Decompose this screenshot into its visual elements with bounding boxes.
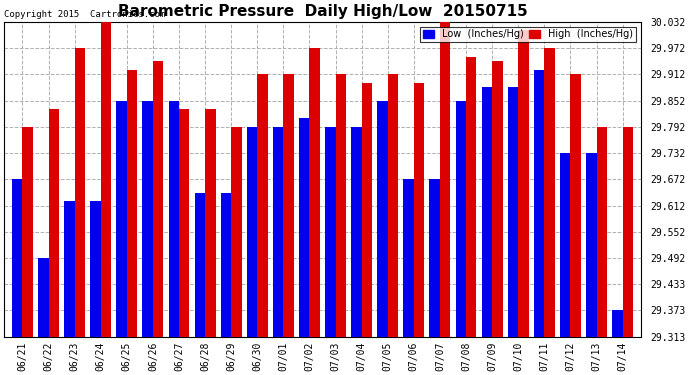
Bar [414, 83, 424, 337]
Bar [101, 22, 111, 337]
Text: Copyright 2015  Cartronics.com: Copyright 2015 Cartronics.com [4, 10, 166, 19]
Bar [127, 70, 137, 337]
Title: Barometric Pressure  Daily High/Low  20150715: Barometric Pressure Daily High/Low 20150… [117, 4, 527, 19]
Bar [622, 127, 633, 337]
Bar [362, 83, 372, 337]
Bar [560, 153, 571, 337]
Bar [571, 74, 581, 337]
Bar [335, 74, 346, 337]
Bar [586, 153, 596, 337]
Bar [23, 127, 33, 337]
Bar [257, 74, 268, 337]
Bar [429, 179, 440, 337]
Bar [12, 179, 23, 337]
Bar [231, 127, 241, 337]
Bar [179, 109, 190, 337]
Bar [508, 87, 518, 337]
Bar [64, 201, 75, 337]
Bar [273, 127, 284, 337]
Bar [492, 61, 502, 337]
Bar [221, 192, 231, 337]
Bar [544, 48, 555, 337]
Bar [455, 100, 466, 337]
Bar [90, 201, 101, 337]
Bar [48, 109, 59, 337]
Bar [351, 127, 362, 337]
Bar [404, 179, 414, 337]
Bar [38, 258, 48, 337]
Legend: Low  (Inches/Hg), High  (Inches/Hg): Low (Inches/Hg), High (Inches/Hg) [420, 27, 636, 42]
Bar [205, 109, 215, 337]
Bar [388, 74, 398, 337]
Bar [284, 74, 294, 337]
Bar [596, 127, 607, 337]
Bar [466, 57, 477, 337]
Bar [299, 118, 310, 337]
Bar [153, 61, 164, 337]
Bar [142, 100, 153, 337]
Bar [75, 48, 85, 337]
Bar [310, 48, 320, 337]
Bar [518, 30, 529, 337]
Bar [612, 310, 622, 337]
Bar [195, 192, 205, 337]
Bar [117, 100, 127, 337]
Bar [440, 22, 451, 337]
Bar [377, 100, 388, 337]
Bar [247, 127, 257, 337]
Bar [325, 127, 335, 337]
Bar [482, 87, 492, 337]
Bar [534, 70, 544, 337]
Bar [168, 100, 179, 337]
